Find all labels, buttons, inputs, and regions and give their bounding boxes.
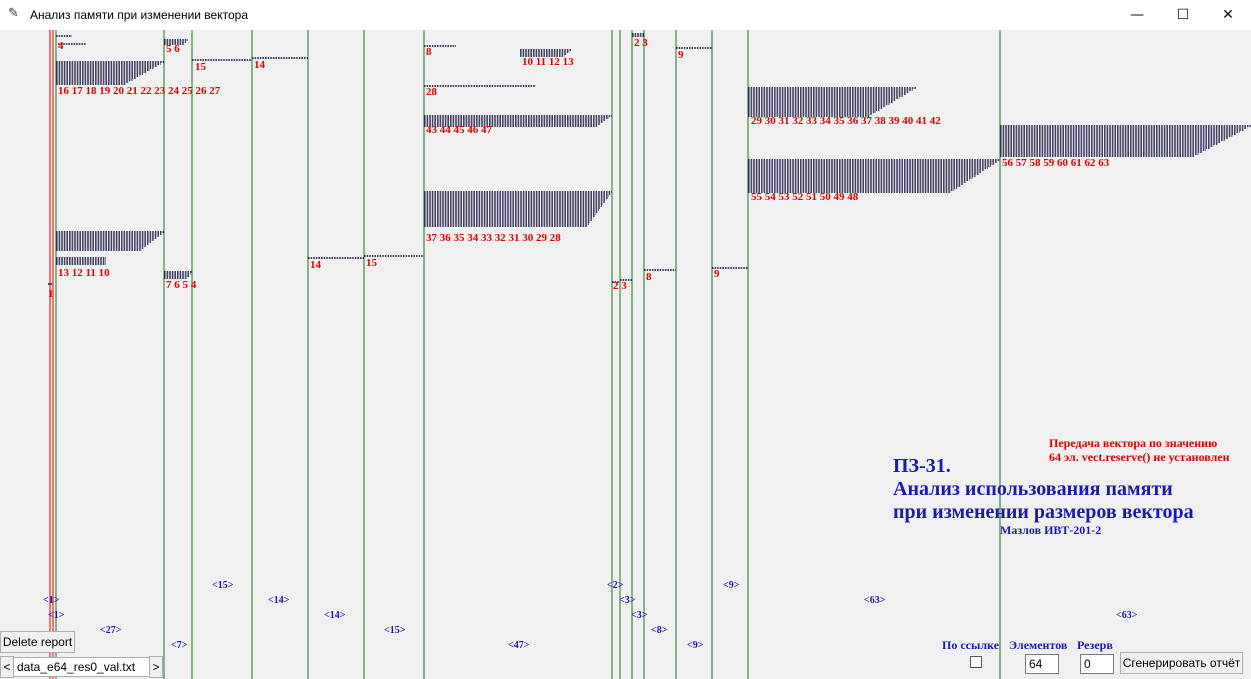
mem-block (424, 115, 612, 127)
element-label: 1 (48, 288, 54, 300)
mem-block (56, 257, 106, 265)
elements-text: 64 эл. vect.reserve() не установлен (1049, 450, 1230, 464)
elements-label: Элементов (1009, 638, 1068, 652)
size-label: <9> (723, 580, 740, 591)
size-label: <8> (651, 625, 668, 636)
elements-input[interactable]: 64 (1025, 654, 1059, 674)
element-label: 13 12 11 10 (58, 267, 110, 279)
mem-block (424, 191, 612, 227)
mem-block (748, 87, 916, 117)
element-label: 14 (254, 59, 265, 71)
prev-file-button[interactable]: < (0, 656, 14, 678)
author-label: Мазлов ИВТ-201-2 (1000, 523, 1102, 537)
title-line-3: при изменении размеров вектора (893, 501, 1194, 523)
size-label: <14> (324, 610, 346, 621)
element-label: 7 6 5 4 (166, 279, 197, 291)
element-label: 9 (714, 268, 720, 280)
size-label: <7> (171, 640, 188, 651)
element-label: 8 (646, 271, 652, 283)
reserve-input[interactable]: 0 (1080, 654, 1114, 674)
title-bar: ✎ Анализ памяти при изменении вектора — … (0, 0, 1251, 30)
size-label: <3> (631, 610, 648, 621)
element-label: 10 11 12 13 (522, 56, 574, 68)
maximize-button[interactable]: ☐ (1176, 7, 1190, 23)
feather-icon: ✎ (8, 6, 19, 21)
by-ref-label: По ссылке (942, 638, 1000, 652)
size-label: <9> (687, 640, 704, 651)
element-label: 56 57 58 59 60 61 62 63 (1002, 157, 1110, 169)
close-button[interactable]: ✕ (1222, 7, 1234, 23)
element-label: 14 (310, 259, 321, 271)
mem-block (520, 49, 572, 57)
size-label: <63> (1116, 610, 1138, 621)
size-label: <15> (384, 625, 406, 636)
mem-block (632, 33, 644, 37)
window-title: Анализ памяти при изменении вектора (30, 8, 248, 22)
mem-block (164, 39, 188, 45)
element-label: 28 (426, 86, 437, 98)
delete-report-button[interactable]: Delete report (0, 631, 75, 653)
size-label: <1> (48, 610, 65, 621)
size-label: <63> (864, 595, 886, 606)
title-line-1: ПЗ-31. (893, 455, 951, 477)
reserve-label: Резерв (1077, 638, 1113, 652)
element-label: 8 (426, 46, 432, 58)
element-label: 43 44 45 46 47 (426, 124, 492, 136)
size-label: <27> (100, 625, 122, 636)
file-name-display: data_e64_res0_val.txt (13, 657, 150, 677)
title-line-2: Анализ использования памяти (893, 478, 1173, 500)
minimize-button[interactable]: — (1130, 7, 1144, 23)
mem-block (56, 61, 164, 85)
mem-block (56, 231, 164, 251)
size-label: <2> (607, 580, 624, 591)
element-label: 2 3 (634, 37, 648, 49)
info-note: Передача вектора по значению 64 эл. vect… (1049, 436, 1230, 464)
element-label: 37 36 35 34 33 32 31 30 29 28 (426, 232, 561, 244)
mem-block (748, 159, 1000, 193)
mem-block (1000, 125, 1251, 157)
element-label: 2 3 (613, 280, 627, 292)
element-label: 29 30 31 32 33 34 35 36 37 38 39 40 41 4… (751, 115, 941, 127)
element-label: 15 (366, 257, 377, 269)
element-label: 5 6 (166, 43, 180, 55)
element-label: 15 (195, 61, 206, 73)
size-label: <47> (508, 640, 530, 651)
size-label: <1> (43, 595, 60, 606)
memory-plot (48, 30, 1251, 679)
mem-block (164, 271, 192, 279)
mode-text: Передача вектора по значению (1049, 436, 1218, 450)
size-label: <15> (212, 580, 234, 591)
generate-report-button[interactable]: Сгенерировать отчёт (1120, 652, 1243, 674)
next-file-button[interactable]: > (149, 656, 163, 678)
size-label: <3> (619, 595, 636, 606)
size-label: <14> (268, 595, 290, 606)
memory-chart-canvas: 4 16 17 18 19 20 21 22 23 24 25 26 27 13… (0, 30, 1251, 679)
element-label: 4 (58, 40, 64, 52)
element-label: 16 17 18 19 20 21 22 23 24 25 26 27 (58, 85, 221, 97)
report-title: ПЗ-31. Анализ использования памяти при и… (893, 455, 1194, 524)
element-label: 55 54 53 52 51 50 49 48 (751, 191, 859, 203)
element-label: 9 (678, 49, 684, 61)
by-ref-checkbox[interactable] (970, 656, 982, 668)
